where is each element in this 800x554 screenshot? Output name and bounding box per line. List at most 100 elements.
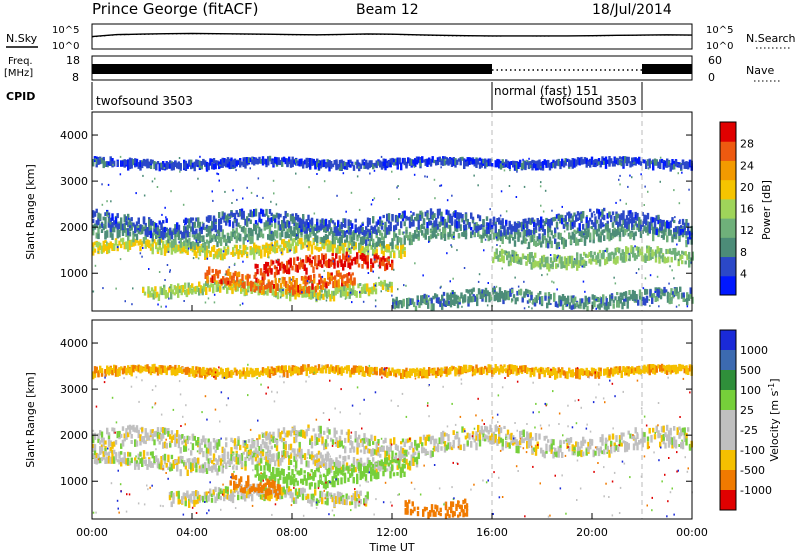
power-cell <box>174 230 177 239</box>
velocity-cell <box>370 449 373 457</box>
power-noise-point <box>268 256 270 259</box>
power-cell <box>660 255 663 259</box>
velocity-cell <box>354 437 357 443</box>
power-cell <box>526 220 529 229</box>
power-cell <box>481 296 484 302</box>
power-cell <box>468 157 471 165</box>
power-noise-point <box>106 241 108 244</box>
power-cell <box>187 289 190 295</box>
power-cell <box>533 297 537 303</box>
power-cell <box>142 162 146 166</box>
power-cell <box>279 232 282 241</box>
power-cell <box>214 218 217 222</box>
power-cell <box>485 216 489 221</box>
power-cell <box>345 162 349 170</box>
power-cell <box>99 223 102 229</box>
power-cell <box>148 240 151 249</box>
power-cell <box>328 258 331 265</box>
power-cell <box>401 249 405 254</box>
power-cell <box>665 289 668 293</box>
power-cell <box>576 157 580 162</box>
power-noise-point <box>550 303 552 305</box>
power-cell <box>510 161 513 165</box>
power-cell <box>602 300 605 306</box>
velocity-cell <box>335 443 338 447</box>
power-cell <box>670 296 673 304</box>
velocity-cell <box>130 434 133 439</box>
power-cell <box>475 161 478 168</box>
power-cell <box>394 224 398 230</box>
power-cell <box>415 233 419 239</box>
power-cell <box>241 282 244 288</box>
power-noise-point <box>683 298 685 301</box>
power-cell <box>135 158 139 167</box>
power-cell <box>654 249 658 258</box>
power-cell <box>569 220 573 228</box>
velocity-cell <box>221 454 224 460</box>
power-cell <box>179 237 182 242</box>
power-cell <box>653 217 657 224</box>
power-cell <box>99 213 102 221</box>
power-noise-point <box>575 243 578 246</box>
power-cell <box>661 289 664 295</box>
power-cell <box>293 239 296 243</box>
power-colorbar-swatch <box>720 237 736 258</box>
power-cell <box>423 293 426 299</box>
power-noise-point <box>182 203 185 206</box>
power-cell <box>323 235 326 244</box>
power-cell <box>438 208 441 216</box>
power-cell <box>310 225 314 233</box>
power-cell <box>667 256 670 263</box>
power-noise-point <box>295 172 297 175</box>
power-cell <box>342 218 345 223</box>
power-cell <box>513 221 517 226</box>
power-cell <box>179 250 182 254</box>
power-cell <box>261 288 264 295</box>
power-cell <box>649 252 652 261</box>
power-cell <box>559 232 562 240</box>
power-cell <box>97 232 100 240</box>
power-cell <box>398 237 401 243</box>
power-cell <box>320 293 323 299</box>
power-cell <box>212 163 216 170</box>
power-cell <box>289 243 293 249</box>
power-cell <box>466 219 469 225</box>
power-cell <box>613 156 616 162</box>
power-cell <box>687 164 690 168</box>
power-noise-point <box>251 157 253 160</box>
power-cell <box>281 240 284 245</box>
power-cell <box>134 239 137 246</box>
power-cell <box>193 242 196 250</box>
cpid-segment-twofsound-early: twofsound 3503 <box>96 94 193 108</box>
power-cell <box>585 158 588 165</box>
power-cell <box>281 227 284 234</box>
power-cell <box>375 160 378 169</box>
power-cell <box>156 231 160 235</box>
power-cell <box>170 247 174 255</box>
power-cell <box>160 223 163 230</box>
power-cell <box>274 215 277 223</box>
velocity-cell <box>368 438 371 447</box>
power-cell <box>395 301 398 306</box>
power-cell <box>305 157 308 164</box>
power-cell <box>583 235 587 243</box>
power-cell <box>433 213 436 219</box>
power-cell <box>450 221 454 226</box>
power-cell <box>300 237 303 245</box>
power-cell <box>226 215 230 223</box>
power-cell <box>248 281 251 286</box>
power-cell <box>197 246 200 253</box>
power-cell <box>547 159 550 168</box>
power-cell <box>463 161 466 169</box>
power-cell <box>662 229 665 238</box>
power-cell <box>286 228 289 232</box>
velocity-cell <box>365 445 368 450</box>
velocity-cell <box>319 431 322 438</box>
power-noise-point <box>369 233 372 235</box>
power-cell <box>571 158 574 162</box>
power-cell <box>372 227 375 234</box>
power-cell <box>358 226 361 235</box>
power-noise-point <box>207 297 210 300</box>
power-cell <box>537 260 540 268</box>
power-cell <box>174 237 177 246</box>
